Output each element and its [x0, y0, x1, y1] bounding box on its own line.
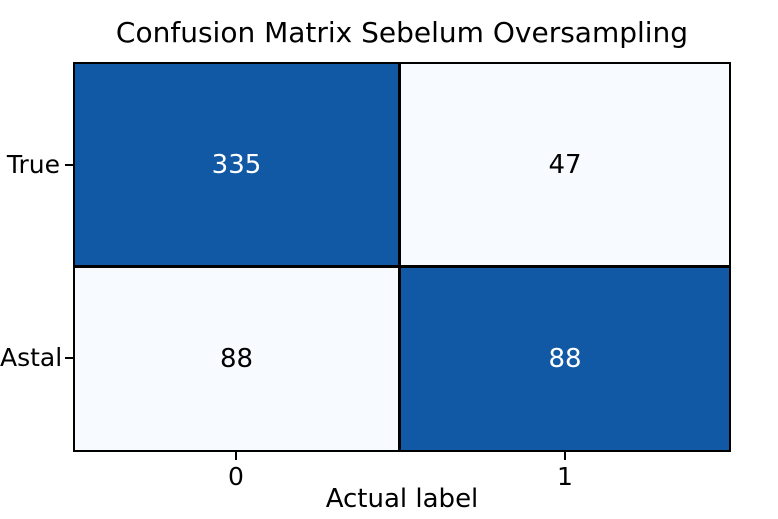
matrix-cell-true-1: 47: [401, 64, 729, 265]
matrix-cell-true-0: 335: [75, 64, 398, 265]
y-tick-label-true: True: [6, 150, 60, 179]
x-tick-mark-0: [235, 452, 237, 460]
x-tick-label-1: 1: [557, 462, 573, 491]
matrix-cell-astal-0: 88: [75, 268, 398, 450]
y-tick-mark-true: [65, 164, 73, 166]
x-tick-mark-1: [564, 452, 566, 460]
chart-title: Confusion Matrix Sebelum Oversampling: [115, 16, 689, 49]
x-tick-label-0: 0: [228, 462, 244, 491]
x-axis-title: Actual label: [325, 484, 479, 514]
y-tick-label-astal: Astal: [0, 343, 63, 372]
heatmap-axes: 335 47 88 88: [73, 62, 731, 452]
matrix-cell-astal-1: 88: [401, 268, 729, 450]
y-tick-mark-astal: [65, 357, 73, 359]
